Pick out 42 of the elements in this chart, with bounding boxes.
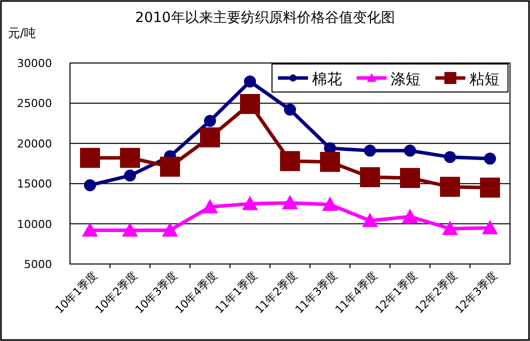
point bbox=[364, 144, 376, 157]
point bbox=[322, 196, 338, 211]
y-tick-label: 20000 bbox=[17, 137, 52, 150]
point bbox=[402, 208, 418, 223]
y-tick-label: 10000 bbox=[17, 218, 52, 231]
point bbox=[80, 148, 100, 168]
point bbox=[442, 220, 458, 236]
legend-label: 粘短 bbox=[469, 70, 500, 88]
point bbox=[282, 194, 298, 210]
point bbox=[240, 94, 260, 114]
point bbox=[242, 196, 258, 210]
point bbox=[484, 152, 496, 165]
point bbox=[440, 176, 460, 197]
point bbox=[280, 151, 300, 172]
point bbox=[162, 222, 178, 237]
point bbox=[120, 148, 140, 168]
point bbox=[482, 220, 498, 234]
point bbox=[362, 212, 378, 227]
point bbox=[480, 178, 500, 198]
chart-title: 2010年以来主要纺织原料价格谷值变化图 bbox=[135, 10, 395, 26]
y-tick-label: 5000 bbox=[24, 258, 52, 271]
point bbox=[122, 222, 138, 237]
point bbox=[404, 144, 416, 157]
point bbox=[160, 156, 180, 177]
point bbox=[84, 179, 96, 192]
point bbox=[200, 127, 220, 148]
point bbox=[400, 168, 420, 188]
point bbox=[284, 104, 296, 116]
y-tick-label: 25000 bbox=[17, 97, 52, 110]
point bbox=[444, 151, 456, 164]
point bbox=[82, 222, 98, 237]
point bbox=[124, 170, 136, 182]
legend-label: 涤短 bbox=[390, 70, 421, 88]
point bbox=[204, 114, 216, 127]
point bbox=[320, 152, 340, 172]
point bbox=[360, 167, 380, 188]
y-tick-label: 15000 bbox=[17, 178, 52, 191]
y-tick-label: 30000 bbox=[17, 57, 52, 70]
y-axis-title: 元/吨 bbox=[8, 26, 36, 40]
point bbox=[202, 198, 218, 214]
point bbox=[244, 75, 256, 88]
legend-label: 棉花 bbox=[312, 70, 342, 88]
